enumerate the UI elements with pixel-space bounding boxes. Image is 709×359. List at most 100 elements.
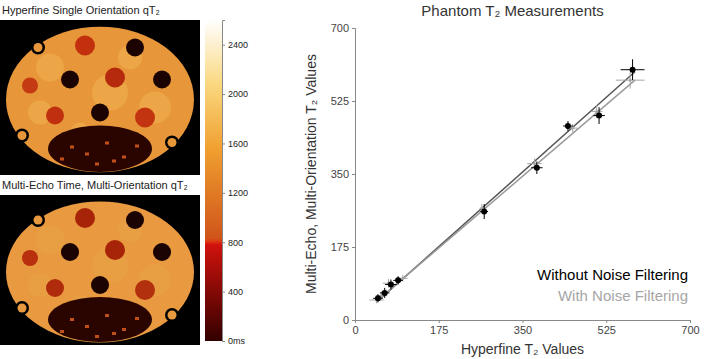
phantom-vial [126, 39, 144, 57]
phantom-vial [31, 213, 45, 227]
point [571, 127, 574, 130]
phantom-vial [22, 78, 38, 94]
phantom-noise-pixel [85, 153, 89, 156]
x-tick-label: 700 [681, 324, 699, 336]
point [629, 79, 632, 82]
phantom-noise-pixel [112, 160, 116, 163]
colorbar-tick: 2400 [222, 40, 248, 50]
x-tick-label: 175 [430, 324, 448, 336]
colorbar-tick-mark [222, 341, 225, 342]
x-tick-mark [523, 320, 524, 323]
x-tick-label: 525 [598, 324, 616, 336]
colorbar-tick: 0ms [222, 336, 246, 346]
y-tick-mark [352, 101, 355, 102]
point [481, 209, 487, 215]
colorbar-tick-label: 0ms [228, 336, 246, 346]
phantom-noise-pixel [105, 314, 109, 317]
phantom-vial [31, 41, 45, 55]
y-tick-label: 175 [331, 241, 349, 253]
colorbar-tick-mark [222, 242, 225, 243]
legend-entry: Without Noise Filtering [537, 266, 688, 283]
phantom-body [6, 202, 194, 343]
colorbar-axis: 0ms4008001200160020002400 [222, 21, 248, 347]
phantom-vial [46, 107, 64, 125]
figure: Hyperfine Single Orientation qT₂ Multi-Ec… [0, 0, 709, 359]
point [388, 282, 394, 288]
y-tick-mark [352, 28, 355, 29]
y-tick-mark [352, 174, 355, 175]
phantom-vial-core [18, 304, 27, 313]
phantom-noise [48, 125, 152, 172]
phantom-vial [135, 280, 155, 300]
x-error-bar [479, 208, 484, 209]
phantom-vial [165, 308, 179, 322]
legend-entry: With Noise Filtering [558, 287, 688, 304]
phantom-noise-pixel [122, 328, 126, 331]
phantom-vial [15, 129, 29, 143]
point [395, 277, 401, 283]
image-background [0, 195, 200, 345]
phantom-vial [153, 71, 171, 89]
phantom-noise-pixel [60, 158, 64, 161]
legend: Without Noise Filtering With Noise Filter… [537, 266, 688, 304]
x-tick: 175 [430, 320, 448, 336]
phantom-vial [135, 108, 155, 128]
point [401, 277, 404, 280]
colorbar-tick-label: 2400 [228, 40, 248, 50]
y-tick-mark [352, 247, 355, 248]
y-axis-line [352, 29, 356, 321]
colorbar-tick-label: 2000 [228, 89, 248, 99]
x-tick-mark [439, 320, 440, 323]
image-background [0, 20, 200, 175]
x-tick-mark [606, 320, 607, 323]
phantom-image [0, 20, 200, 175]
phantom-noise-pixel [112, 332, 116, 335]
phantom-vial [91, 276, 109, 294]
y-axis-title: Multi-Echo, Multi-Orientation T₂ Values [303, 54, 319, 294]
point [382, 290, 388, 296]
phantom-vial-core [168, 311, 177, 320]
x-tick: 350 [514, 320, 532, 336]
phantom-noise-pixel [122, 156, 126, 159]
panel-title: Hyperfine Single Orientation qT₂ [2, 4, 160, 16]
x-axis: 0 175 350 525 700 [352, 320, 699, 336]
colorbar-tick-mark [222, 193, 225, 194]
x-tick-label: 0 [352, 324, 358, 336]
y-error-bar [630, 72, 631, 89]
phantom-noise-pixel [95, 163, 99, 166]
x-tick-mark [690, 320, 691, 323]
phantom-vial [61, 71, 79, 89]
y-axis: 0175350525700 [331, 22, 356, 326]
phantom-noise-pixel [135, 317, 139, 320]
phantom-noise-pixel [105, 142, 109, 145]
phantom-vial-core [34, 216, 43, 225]
y-tick: 0 [343, 314, 355, 326]
point [565, 123, 571, 129]
point [375, 295, 381, 301]
x-tick: 700 [681, 320, 699, 336]
x-axis-line [356, 321, 691, 324]
point [596, 113, 602, 119]
colorbar-tick-mark [222, 292, 225, 293]
phantom-body [6, 27, 194, 173]
phantom-vial [61, 243, 79, 261]
phantom-vial [75, 36, 95, 56]
y-tick: 350 [331, 168, 355, 180]
colorbar-tick: 2000 [222, 89, 248, 99]
point [630, 67, 636, 73]
point [534, 165, 540, 171]
x-tick: 0 [352, 320, 358, 336]
phantom-noise-pixel [135, 145, 139, 148]
point [595, 110, 598, 113]
colorbar-tick: 800 [222, 238, 243, 248]
colorbar [205, 20, 222, 341]
phantom-vial [46, 279, 64, 297]
x-error-bar [527, 163, 541, 164]
phantom-vial [15, 301, 29, 315]
point [533, 162, 536, 165]
y-tick-label: 350 [331, 168, 349, 180]
colorbar-tick-label: 800 [228, 238, 243, 248]
x-axis-title: Hyperfine T₂ Values [461, 341, 584, 357]
phantom-vial [126, 211, 144, 229]
phantom-vial [22, 250, 38, 266]
